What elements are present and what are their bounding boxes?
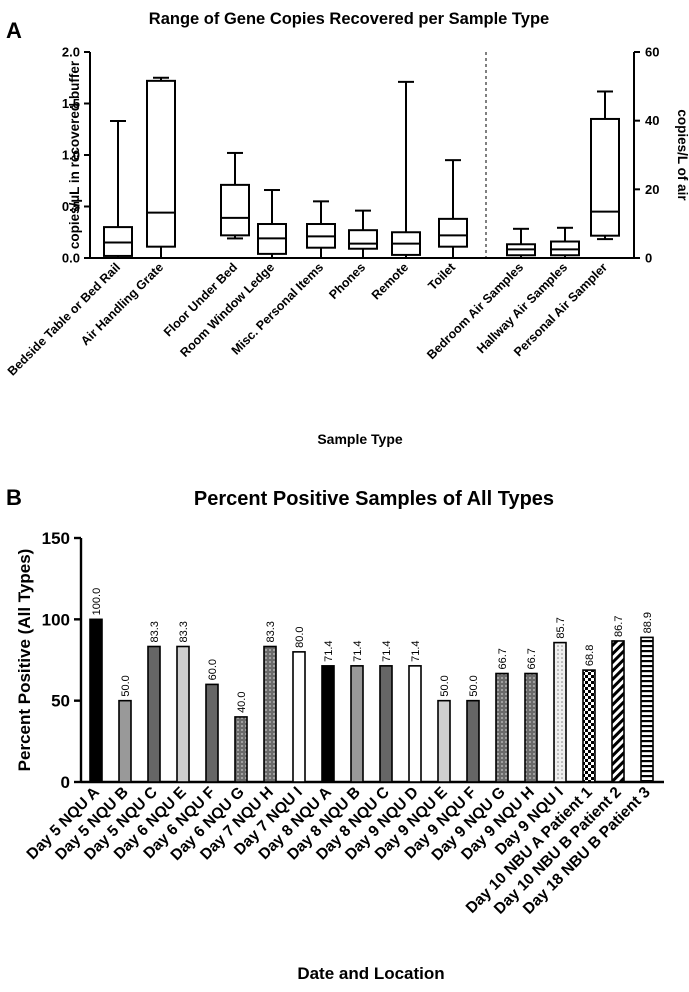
bar-value-label: 85.7 <box>555 617 567 638</box>
box-iqr <box>550 240 580 257</box>
box-plot-9 <box>506 227 536 259</box>
bar-value-label: 83.3 <box>265 621 277 642</box>
box-iqr <box>438 217 468 248</box>
box-iqr <box>590 117 620 237</box>
panel-a-x-tick-label: Remote <box>369 260 411 302</box>
panel-a-right-tick-label: 20 <box>645 182 659 197</box>
box-plot-6 <box>348 209 378 259</box>
panel-a-title: Range of Gene Copies Recovered per Sampl… <box>149 10 549 28</box>
bar-17 <box>553 641 567 783</box>
bar-3 <box>147 645 161 783</box>
box-plot-5 <box>306 200 336 259</box>
panel-a-y-axis-label: copies/µL in recovered buffer <box>67 60 82 249</box>
box-plot-10 <box>550 226 580 259</box>
panel-b-y-tick-label: 0 <box>61 773 70 792</box>
box-iqr <box>220 183 250 237</box>
box-iqr <box>146 79 176 248</box>
bar-value-label: 50.0 <box>468 675 480 696</box>
bar-5 <box>205 683 219 783</box>
panel-a-x-tick-label: Phones <box>326 260 368 302</box>
bar-value-label: 100.0 <box>91 588 103 616</box>
bar-value-label: 50.0 <box>120 675 132 696</box>
bar-20 <box>640 636 654 783</box>
panel-a-left-ticks: 0.0 0.5 1.0 1.5 2.0 <box>62 45 90 266</box>
bar-4 <box>176 645 190 783</box>
box-iqr <box>103 226 133 257</box>
box-plot-2 <box>146 76 176 259</box>
bar-value-label: 66.7 <box>497 648 509 669</box>
bar-value-label: 80.0 <box>294 626 306 647</box>
bar-19 <box>611 640 625 783</box>
panel-b-y-tick-label: 150 <box>42 529 70 548</box>
bar-9 <box>321 665 335 783</box>
bar-value-label: 71.4 <box>410 640 422 661</box>
bar-15 <box>495 672 509 783</box>
bar-1 <box>89 618 103 783</box>
box-plot-1 <box>103 120 133 259</box>
bar-18 <box>582 669 596 783</box>
panel-a-left-tick-label: 1.5 <box>62 96 80 111</box>
bar-11 <box>379 665 393 783</box>
panel-a-x-tick-label: Misc. Personal Items <box>229 260 326 357</box>
bar-value-label: 86.7 <box>613 616 625 637</box>
panel-b-y-tick-label: 100 <box>42 610 70 629</box>
bar-8 <box>292 651 306 783</box>
bar-value-label: 88.9 <box>642 612 654 633</box>
panel-b-y-axis-label: Percent Positive (All Types) <box>15 549 34 772</box>
panel-b-title: Percent Positive Samples of All Types <box>194 488 554 510</box>
bar-value-label: 66.7 <box>526 648 538 669</box>
panel-b-bars: 100.0 50.0 83.3 83.3 60.0 40.0 83.3 80.0 71.4 71.… <box>89 588 654 783</box>
panel-a-y2-axis-label: copies/L of air <box>675 109 689 201</box>
panel-a-right-tick-label: 0 <box>645 251 652 266</box>
panel-a-left-tick-label: 0.0 <box>62 251 80 266</box>
box-plot-4 <box>257 189 287 259</box>
bar-16 <box>524 672 538 783</box>
bar-value-label: 60.0 <box>207 659 219 680</box>
box-plot-8 <box>438 159 468 259</box>
panel-b: B Percent Positive Samples of All Types … <box>6 485 664 983</box>
panel-a-x-tick-label: Toilet <box>425 260 458 293</box>
panel-b-x-axis-label: Date and Location <box>297 964 444 983</box>
panel-a-left-tick-label: 1.0 <box>62 148 80 163</box>
bar-12 <box>408 665 422 783</box>
panel-a-left-tick-label: 0.5 <box>62 199 80 214</box>
bar-value-label: 40.0 <box>236 692 248 713</box>
panel-a-right-ticks: 0 20 40 60 <box>634 45 659 266</box>
bar-value-label: 50.0 <box>439 675 451 696</box>
bar-value-label: 71.4 <box>381 640 393 661</box>
panel-a-left-tick-label: 2.0 <box>62 45 80 60</box>
panel-b-label: B <box>6 485 22 510</box>
bar-10 <box>350 665 364 783</box>
bar-2 <box>118 699 132 783</box>
panel-a-boxes <box>103 76 620 259</box>
bar-value-label: 71.4 <box>323 640 335 661</box>
panel-a-label: A <box>6 18 22 43</box>
bar-13 <box>437 699 451 783</box>
panel-a: A Range of Gene Copies Recovered per Sam… <box>5 10 689 447</box>
bar-value-label: 83.3 <box>149 621 161 642</box>
box-plot-11 <box>590 90 620 241</box>
panel-a-right-tick-label: 40 <box>645 113 659 128</box>
panel-b-y-ticks: 0 50 100 150 <box>42 529 81 792</box>
bar-value-label: 68.8 <box>584 645 596 666</box>
box-plot-3 <box>220 151 250 240</box>
panel-a-right-tick-label: 60 <box>645 45 659 60</box>
bar-value-label: 83.3 <box>178 621 190 642</box>
bar-value-label: 71.4 <box>352 640 364 661</box>
panel-a-x-tick-label: Air Handling Grate <box>78 260 166 348</box>
box-iqr <box>348 229 378 250</box>
bar-6 <box>234 716 248 783</box>
bar-14 <box>466 699 480 783</box>
bar-7 <box>263 645 277 783</box>
panel-a-x-axis-label: Sample Type <box>317 431 403 447</box>
panel-b-y-tick-label: 50 <box>51 692 70 711</box>
box-plot-7 <box>391 80 421 259</box>
